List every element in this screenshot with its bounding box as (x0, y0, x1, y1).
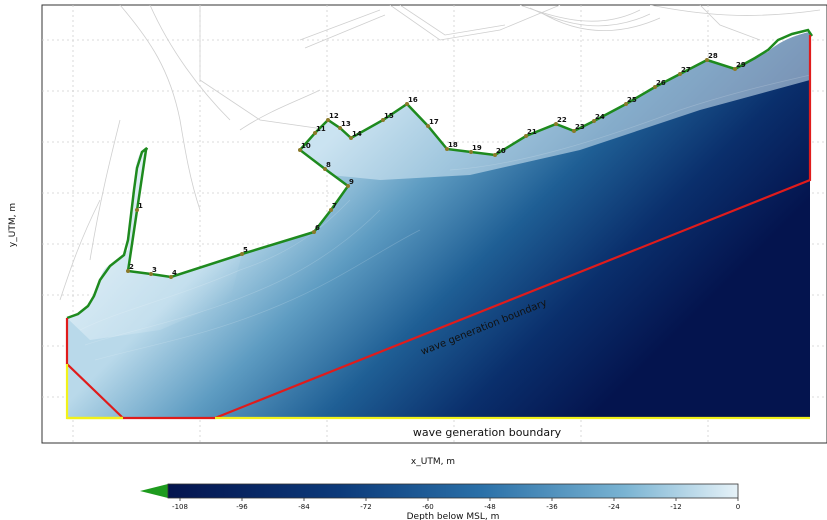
shoreline-point-marker (572, 129, 576, 133)
shoreline-point-marker (405, 102, 409, 106)
shoreline-point-marker (705, 58, 709, 62)
shoreline-point-label: 20 (496, 147, 506, 155)
colorbar-gradient (167, 483, 739, 499)
colorbar-extend-arrow (140, 484, 168, 498)
shoreline-point-label: 26 (656, 79, 666, 87)
shoreline-point-marker (554, 122, 558, 126)
shoreline-point-label: 19 (472, 144, 482, 152)
shoreline-point-marker (426, 124, 430, 128)
colorbar-tick-label: -108 (172, 503, 188, 511)
shoreline-point-marker (445, 147, 449, 151)
shoreline-point-label: 21 (527, 128, 537, 136)
shoreline-point-label: 23 (575, 123, 585, 131)
shoreline-point-marker (126, 269, 130, 273)
shoreline-point-marker (678, 72, 682, 76)
shoreline-point-label: 7 (332, 202, 337, 210)
shoreline-point-label: 27 (681, 66, 691, 74)
shoreline-point-label: 3 (152, 266, 157, 274)
y-axis-label: y_UTM, m (8, 203, 18, 247)
shoreline-point-label: 9 (349, 178, 354, 186)
shoreline-point-marker (493, 153, 497, 157)
colorbar-tick-label: -36 (546, 503, 558, 511)
shoreline-point-label: 1 (138, 202, 143, 210)
bottom-boundary-label: wave generation boundary (413, 426, 562, 439)
depth-contours (79, 74, 811, 361)
shoreline-point-marker (313, 131, 317, 135)
shoreline-boundary (66, 28, 814, 320)
colorbar-tick-label: 0 (736, 503, 740, 511)
shoreline-point-label: 5 (243, 246, 248, 254)
colorbar-tick-label: -96 (236, 503, 248, 511)
shoreline-point-marker (323, 167, 327, 171)
shoreline-point-label: 14 (352, 130, 362, 138)
colorbar: -108 -96 -84 -72 -60 -48 -36 -24 -12 0 Depth belo… (140, 483, 740, 520)
shoreline-point-marker (346, 184, 350, 188)
shoreline-point-marker (592, 119, 596, 123)
shoreline-point-label: 17 (429, 118, 439, 126)
shoreline-point-marker (469, 150, 473, 154)
colorbar-tick-label: -24 (608, 503, 620, 511)
colorbar-ticks: -108 -96 -84 -72 -60 -48 -36 -24 -12 0 (172, 498, 740, 511)
shoreline-point-label: 15 (384, 112, 394, 120)
shoreline-point-marker (381, 118, 385, 122)
shoreline-point-label: 29 (736, 61, 746, 69)
shoreline-point-marker (240, 252, 244, 256)
colorbar-label: Depth below MSL, m (407, 512, 500, 520)
shoreline-point-label: 2 (129, 263, 134, 271)
shoreline-point-label: 11 (316, 125, 326, 133)
shoreline-point-marker (349, 136, 353, 140)
shoreline-point-label: 4 (172, 269, 177, 277)
shallow-zone (67, 148, 242, 340)
shoreline-point-marker (624, 102, 628, 106)
shoreline-point-label: 13 (341, 120, 351, 128)
land-basemap (59, 5, 821, 301)
shoreline-point-label: 12 (329, 112, 339, 120)
shoreline-point-marker (169, 275, 173, 279)
shoreline-point-label: 18 (448, 141, 458, 149)
shoreline-point-marker (149, 272, 153, 276)
shoreline-point-label: 28 (708, 52, 718, 60)
shoreline-point-label: 25 (627, 96, 637, 104)
shoreline-point-marker (312, 230, 316, 234)
shoreline-point-marker (326, 118, 330, 122)
colorbar-tick-label: -48 (484, 503, 495, 511)
colorbar-tick-label: -60 (422, 503, 433, 511)
shoreline-point-label: 6 (315, 224, 320, 232)
shoreline-point-marker (338, 126, 342, 130)
colorbar-tick-label: -12 (670, 503, 681, 511)
shoreline-point-label: 16 (408, 96, 418, 104)
shoreline-point-marker (298, 148, 302, 152)
shoreline-point-marker (524, 134, 528, 138)
colorbar-tick-label: -72 (360, 503, 371, 511)
offshore-boundary-diagonal (123, 35, 812, 420)
shoreline-point-label: 10 (301, 142, 311, 150)
shoreline-point-marker (135, 208, 139, 212)
shallow-zone-north (300, 32, 810, 180)
x-axis-label: x_UTM, m (411, 457, 455, 467)
shoreline-point-label: 8 (326, 161, 331, 169)
shoreline-point-label: 22 (557, 116, 567, 124)
shoreline-point-label: 24 (595, 113, 605, 121)
shoreline-point-marker (329, 208, 333, 212)
colorbar-tick-label: -84 (298, 503, 310, 511)
shoreline-point-marker (733, 67, 737, 71)
shoreline-point-marker (653, 85, 657, 89)
